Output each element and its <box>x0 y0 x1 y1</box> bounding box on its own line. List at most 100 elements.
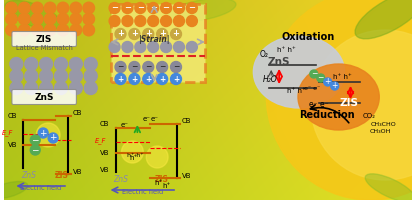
Text: CH₃OH: CH₃OH <box>370 129 391 134</box>
Circle shape <box>122 2 133 14</box>
Text: ZnS: ZnS <box>268 57 290 67</box>
Circle shape <box>44 2 56 14</box>
Text: e⁻ e⁻: e⁻ e⁻ <box>309 100 329 109</box>
Text: −: − <box>163 3 170 12</box>
Circle shape <box>129 28 140 40</box>
Circle shape <box>10 58 23 71</box>
Text: h⁺: h⁺ <box>154 180 162 186</box>
Text: +: + <box>173 74 179 84</box>
Text: +: + <box>117 29 124 38</box>
Ellipse shape <box>5 0 61 30</box>
Circle shape <box>122 42 133 52</box>
Circle shape <box>31 13 43 25</box>
Circle shape <box>171 62 181 72</box>
Circle shape <box>70 58 82 71</box>
Circle shape <box>83 13 94 25</box>
Text: +: + <box>159 29 166 38</box>
Circle shape <box>40 58 53 71</box>
Ellipse shape <box>365 174 412 200</box>
Text: h⁺: h⁺ <box>129 155 138 161</box>
Circle shape <box>57 2 69 14</box>
Circle shape <box>109 42 120 52</box>
Circle shape <box>148 42 159 52</box>
Text: +: + <box>159 74 165 84</box>
Text: e⁻ e⁻: e⁻ e⁻ <box>304 86 320 91</box>
Circle shape <box>146 146 168 168</box>
Circle shape <box>324 78 332 86</box>
Circle shape <box>25 58 38 71</box>
Circle shape <box>161 2 171 14</box>
Text: ZIS: ZIS <box>154 175 168 184</box>
Circle shape <box>83 2 94 14</box>
Circle shape <box>30 145 40 155</box>
Circle shape <box>70 13 82 25</box>
Ellipse shape <box>0 181 28 199</box>
Circle shape <box>19 13 30 25</box>
Text: Electric field: Electric field <box>122 189 163 195</box>
Text: +: + <box>325 77 331 86</box>
Circle shape <box>40 82 53 95</box>
Text: −: − <box>124 3 131 12</box>
Text: ZnS: ZnS <box>34 92 54 102</box>
Text: e⁻: e⁻ <box>150 116 158 122</box>
Circle shape <box>129 73 140 84</box>
Circle shape <box>171 28 181 40</box>
Circle shape <box>25 82 38 95</box>
Text: −: − <box>131 62 138 72</box>
Circle shape <box>84 82 97 95</box>
Text: O₂: O₂ <box>259 50 268 59</box>
Circle shape <box>6 13 17 25</box>
Text: ZnS: ZnS <box>21 171 36 180</box>
Circle shape <box>310 70 318 78</box>
Circle shape <box>25 70 38 82</box>
Text: VB: VB <box>100 167 110 173</box>
Circle shape <box>83 24 94 36</box>
Circle shape <box>187 42 197 52</box>
Circle shape <box>311 30 412 180</box>
Circle shape <box>70 82 82 95</box>
Circle shape <box>6 24 17 36</box>
Text: +: + <box>117 74 124 84</box>
Circle shape <box>157 62 168 72</box>
Text: −: − <box>159 62 165 72</box>
Circle shape <box>135 2 146 14</box>
Circle shape <box>44 24 56 36</box>
Text: |Strain|: |Strain| <box>138 35 170 44</box>
Circle shape <box>161 42 171 52</box>
Circle shape <box>84 58 97 71</box>
Circle shape <box>48 133 58 143</box>
Circle shape <box>143 73 154 84</box>
Text: +: + <box>131 29 138 38</box>
Text: +: + <box>49 134 57 142</box>
Circle shape <box>57 24 69 36</box>
Circle shape <box>70 2 82 14</box>
Text: ZnS: ZnS <box>114 175 129 184</box>
Text: +: + <box>173 29 180 38</box>
Circle shape <box>317 74 325 82</box>
Circle shape <box>10 70 23 82</box>
Text: −: − <box>173 62 179 72</box>
Ellipse shape <box>355 0 412 39</box>
Text: +: + <box>40 129 47 138</box>
Circle shape <box>135 42 146 52</box>
Text: ZIS: ZIS <box>36 34 52 44</box>
Text: +: + <box>145 74 151 84</box>
Circle shape <box>70 24 82 36</box>
Circle shape <box>331 82 339 90</box>
Text: VB: VB <box>182 173 192 179</box>
Circle shape <box>173 2 185 14</box>
Circle shape <box>115 73 126 84</box>
Text: ZIS: ZIS <box>339 98 358 108</box>
Circle shape <box>187 2 197 14</box>
Circle shape <box>109 2 120 14</box>
Text: VB: VB <box>73 169 82 175</box>
Text: −: − <box>111 3 118 12</box>
Circle shape <box>115 28 126 40</box>
Text: h⁺: h⁺ <box>162 183 171 189</box>
Ellipse shape <box>253 36 344 108</box>
Circle shape <box>30 135 40 145</box>
Circle shape <box>38 128 48 138</box>
Circle shape <box>122 141 143 163</box>
Text: −: − <box>318 73 324 82</box>
Circle shape <box>135 16 146 26</box>
